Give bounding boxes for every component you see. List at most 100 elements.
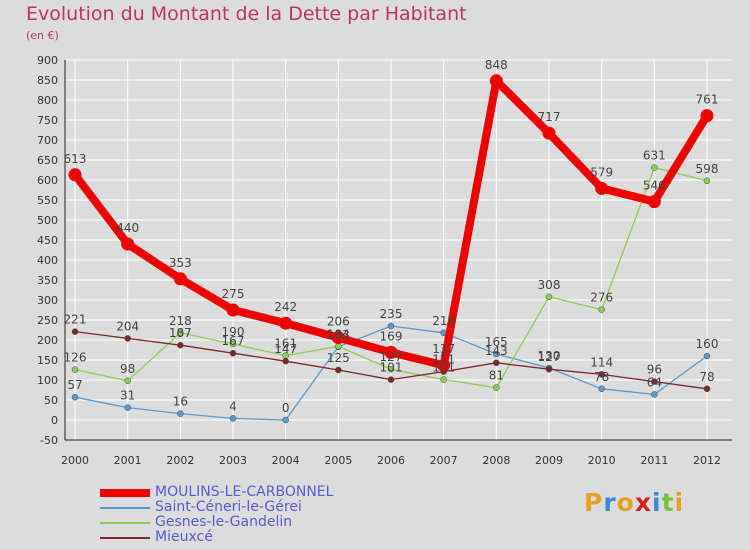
logo-letter: t bbox=[661, 488, 675, 517]
data-label: 218 bbox=[432, 314, 455, 328]
y-tick-label: 850 bbox=[37, 74, 58, 87]
data-label: 64 bbox=[647, 375, 662, 389]
data-label: 78 bbox=[594, 370, 609, 384]
data-label: 127 bbox=[538, 350, 561, 364]
y-tick-label: 250 bbox=[37, 314, 58, 327]
y-tick-label: 100 bbox=[37, 374, 58, 387]
data-label: 183 bbox=[327, 328, 350, 342]
data-point bbox=[440, 376, 447, 383]
data-point bbox=[177, 329, 184, 337]
chart-title: Evolution du Montant de la Dette par Hab… bbox=[26, 3, 467, 25]
data-label: 184 bbox=[327, 327, 350, 341]
data-label: 204 bbox=[116, 319, 139, 333]
y-tick-label: 350 bbox=[37, 274, 58, 287]
logo-letter: i bbox=[652, 488, 662, 517]
data-label: 126 bbox=[64, 351, 87, 365]
legend-label: Gesnes-le-Gandelin bbox=[155, 514, 293, 530]
y-tick-label: 650 bbox=[37, 154, 58, 167]
data-point bbox=[545, 365, 553, 373]
data-label: 761 bbox=[696, 93, 719, 107]
legend-swatch bbox=[100, 489, 150, 497]
data-point bbox=[647, 195, 661, 209]
data-point bbox=[177, 341, 184, 349]
data-label: 125 bbox=[327, 351, 350, 365]
data-label: 221 bbox=[64, 313, 87, 327]
y-tick-label: 200 bbox=[37, 334, 58, 347]
y-tick-label: 500 bbox=[37, 214, 58, 227]
data-label: 353 bbox=[169, 256, 192, 270]
data-label: 121 bbox=[432, 353, 455, 367]
x-tick-label: 2010 bbox=[588, 454, 616, 467]
data-point bbox=[71, 328, 79, 335]
data-label: 160 bbox=[696, 337, 719, 351]
data-point bbox=[124, 335, 131, 342]
legend-swatch bbox=[100, 537, 150, 539]
data-label: 579 bbox=[590, 165, 613, 179]
data-label: 101 bbox=[432, 361, 455, 375]
data-point bbox=[598, 385, 605, 393]
y-tick-label: 450 bbox=[37, 234, 58, 247]
data-label: 0 bbox=[282, 401, 290, 415]
data-label: 631 bbox=[643, 149, 666, 163]
data-point bbox=[542, 126, 556, 140]
y-tick-label: 400 bbox=[37, 254, 58, 267]
data-label: 187 bbox=[169, 326, 192, 340]
data-label: 613 bbox=[64, 152, 87, 166]
data-point bbox=[229, 349, 237, 357]
data-point bbox=[651, 164, 658, 171]
data-label: 31 bbox=[120, 389, 135, 403]
data-point bbox=[700, 109, 714, 123]
data-label: 127 bbox=[380, 350, 403, 364]
data-label: 130 bbox=[538, 349, 561, 363]
data-point bbox=[493, 359, 500, 367]
logo-letter: x bbox=[634, 488, 652, 517]
data-point bbox=[68, 168, 82, 182]
data-point bbox=[595, 181, 609, 195]
x-tick-label: 2012 bbox=[693, 454, 721, 467]
data-label: 137 bbox=[432, 342, 455, 356]
chart-subtitle: (en €) bbox=[26, 29, 59, 42]
data-point bbox=[282, 416, 289, 424]
data-label: 147 bbox=[274, 342, 297, 356]
data-point bbox=[387, 365, 395, 373]
data-label: 169 bbox=[380, 329, 403, 343]
x-tick-label: 2006 bbox=[377, 454, 405, 467]
data-point bbox=[173, 272, 187, 286]
data-point bbox=[177, 410, 184, 417]
data-point bbox=[331, 331, 345, 345]
data-point bbox=[493, 350, 500, 358]
data-point bbox=[703, 177, 711, 185]
y-tick-label: 300 bbox=[37, 294, 58, 307]
data-point bbox=[71, 393, 79, 401]
data-label: 143 bbox=[485, 344, 508, 358]
data-label: 848 bbox=[485, 58, 508, 72]
data-point bbox=[282, 357, 289, 365]
data-point bbox=[651, 378, 658, 385]
y-tick-label: 50 bbox=[44, 394, 58, 407]
data-label: 114 bbox=[590, 355, 613, 369]
data-label: 78 bbox=[699, 370, 714, 384]
x-tick-label: 2000 bbox=[61, 454, 89, 467]
data-point bbox=[493, 384, 500, 391]
legend-label: Saint-Céneri-le-Gérei bbox=[155, 499, 302, 515]
logo-letter: o bbox=[616, 488, 635, 517]
data-label: 235 bbox=[380, 307, 403, 321]
data-label: 96 bbox=[647, 363, 662, 377]
y-tick-label: 550 bbox=[37, 194, 58, 207]
data-point bbox=[598, 306, 605, 313]
data-label: 161 bbox=[274, 337, 297, 351]
data-point bbox=[124, 404, 131, 411]
x-tick-label: 2011 bbox=[640, 454, 668, 467]
y-tick-label: 600 bbox=[37, 174, 58, 187]
data-label: 276 bbox=[590, 291, 613, 305]
x-tick-label: 2007 bbox=[430, 454, 458, 467]
x-tick-label: 2002 bbox=[166, 454, 194, 467]
y-tick-label: -50 bbox=[40, 434, 58, 447]
logo-letter: r bbox=[603, 488, 617, 517]
logo-letter: i bbox=[674, 488, 685, 517]
proxiti-logo: Proxiti bbox=[584, 488, 684, 517]
y-tick-label: 800 bbox=[37, 94, 58, 107]
data-label: 275 bbox=[222, 287, 245, 301]
y-tick-label: 750 bbox=[37, 114, 58, 127]
